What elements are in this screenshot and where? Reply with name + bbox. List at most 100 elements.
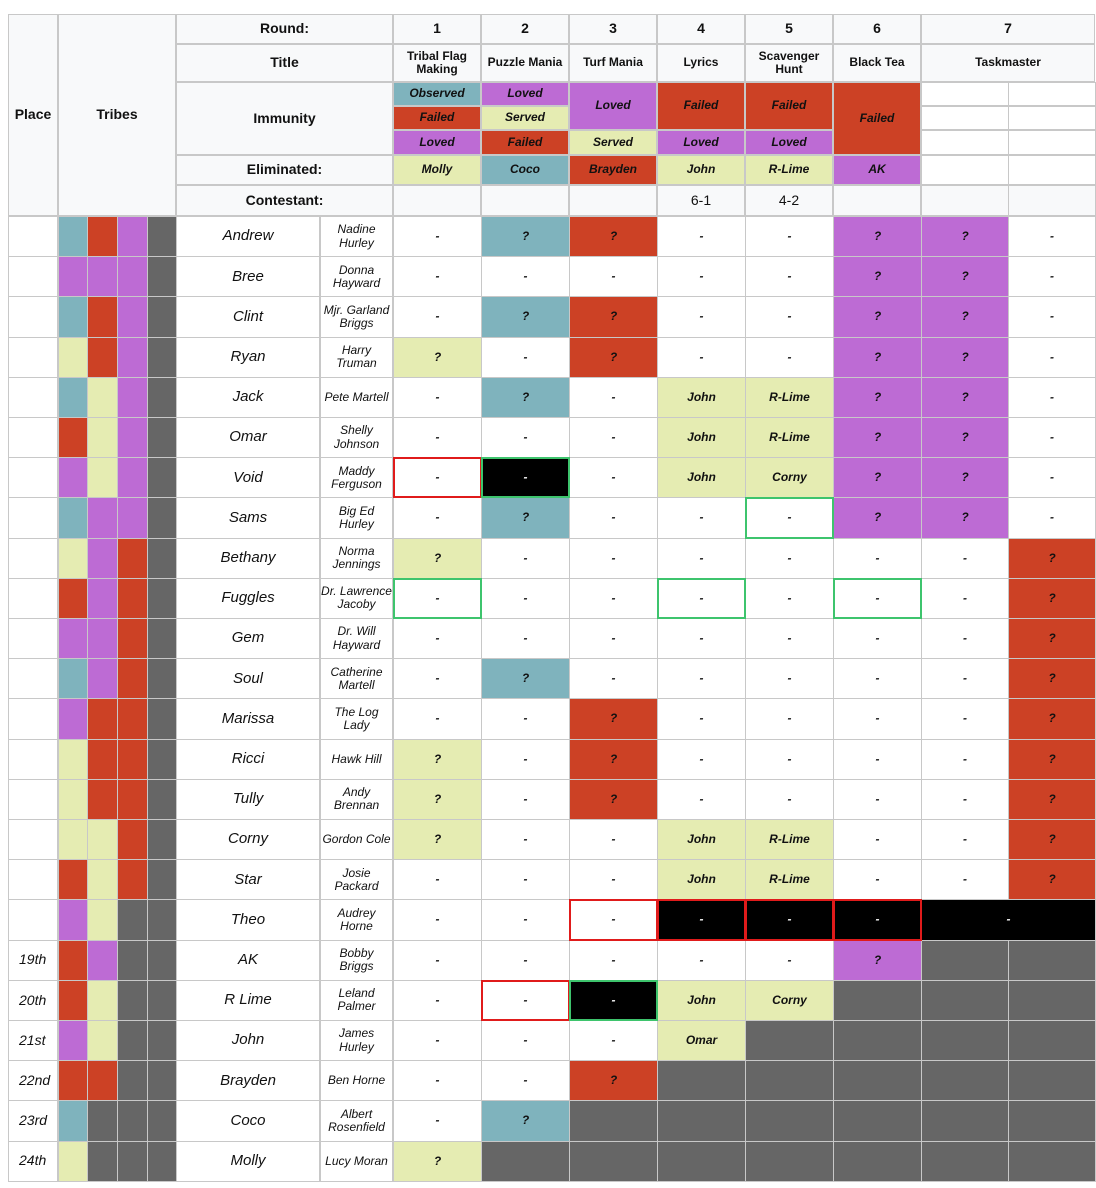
round-cell: - (481, 819, 570, 861)
round-cell: - (393, 698, 482, 740)
round-cell: ? (1008, 577, 1096, 619)
tribe-swatch (147, 417, 177, 459)
tribe-swatch (58, 417, 88, 459)
tribe-swatch (58, 738, 88, 780)
tribe-swatch (87, 618, 118, 660)
real-name: Nadine Hurley (320, 216, 393, 258)
tribe-swatch (147, 979, 177, 1021)
tribe-swatch (147, 738, 177, 780)
immunity-result: Loved (657, 130, 745, 155)
tribe-swatch (147, 939, 177, 981)
immunity-result: Failed (393, 106, 481, 130)
contestant-name: John (176, 1020, 320, 1062)
tribe-swatch (58, 819, 88, 861)
round-cell: - (921, 819, 1009, 861)
tribes-header: Tribes (58, 14, 176, 216)
tribe-swatch (58, 618, 88, 660)
round-cell: - (481, 899, 570, 941)
tribe-swatch (58, 859, 88, 901)
tribe-swatch (58, 336, 88, 378)
round-number: 6 (833, 14, 921, 44)
round-cell: - (569, 618, 658, 660)
immunity-result: Loved (393, 130, 481, 155)
round-cell: - (481, 1020, 570, 1062)
immunity-result: Loved (745, 130, 833, 155)
round-cell (1008, 1020, 1096, 1062)
eliminated: R-Lime (745, 155, 833, 185)
round-cell (745, 1060, 834, 1102)
place: 21st (8, 1020, 58, 1062)
round-cell: - (569, 497, 658, 539)
tribe-swatch (147, 658, 177, 700)
round-cell: ? (833, 939, 922, 981)
round-cell: - (921, 618, 1009, 660)
real-name: Mjr. Garland Briggs (320, 296, 393, 338)
contestant-name: Clint (176, 296, 320, 338)
tribe-swatch (58, 1100, 88, 1142)
round-number: 5 (745, 14, 833, 44)
tribe-swatch (87, 216, 118, 258)
round-cell: - (1008, 457, 1096, 499)
round-cell: ? (393, 778, 482, 820)
round-cell: - (1008, 296, 1096, 338)
place (8, 577, 58, 619)
tribe-swatch (117, 618, 148, 660)
real-name: Hawk Hill (320, 738, 393, 780)
round-cell (657, 1060, 746, 1102)
round-cell: - (393, 577, 482, 619)
tribe-swatch (58, 296, 88, 338)
round-cell: - (745, 899, 834, 941)
contestant-name: Ryan (176, 336, 320, 378)
tribe-swatch (147, 376, 177, 418)
tribe-swatch (117, 738, 148, 780)
tribe-swatch (147, 216, 177, 258)
round-cell (657, 1140, 746, 1182)
tribe-swatch (87, 296, 118, 338)
round-cell: - (745, 296, 834, 338)
round-cell: - (657, 778, 746, 820)
round-cell: ? (1008, 819, 1096, 861)
round-number: 3 (569, 14, 657, 44)
round-cell (1008, 1140, 1096, 1182)
tribe-swatch (117, 979, 148, 1021)
tribe-swatch (117, 899, 148, 941)
eliminated: Coco (481, 155, 569, 185)
place (8, 336, 58, 378)
round-cell: - (833, 698, 922, 740)
contestant-vote (569, 185, 657, 216)
tribe-swatch (58, 577, 88, 619)
empty-cell (1008, 82, 1096, 106)
round-number: 4 (657, 14, 745, 44)
round-number: 2 (481, 14, 569, 44)
round-cell (745, 1020, 834, 1062)
contestant-name: Star (176, 859, 320, 901)
round-cell: - (569, 256, 658, 298)
tribe-swatch (87, 256, 118, 298)
round-cell (921, 1140, 1009, 1182)
tribe-swatch (58, 778, 88, 820)
round-cell (921, 1100, 1009, 1142)
round-cell: - (481, 939, 570, 981)
tribe-swatch (87, 336, 118, 378)
round-cell: John (657, 859, 746, 901)
tribe-swatch (58, 497, 88, 539)
round-cell: - (921, 698, 1009, 740)
contestant-name: Tully (176, 778, 320, 820)
round-cell: ? (1008, 698, 1096, 740)
place: 22nd (8, 1060, 58, 1102)
round-cell: - (657, 738, 746, 780)
round-title: Lyrics (657, 44, 745, 82)
round-cell: - (657, 658, 746, 700)
round-cell: - (569, 537, 658, 579)
round-cell: - (481, 738, 570, 780)
contestant-name: R Lime (176, 979, 320, 1021)
round-cell: ? (569, 336, 658, 378)
round-cell (833, 1060, 922, 1102)
place-header: Place (8, 14, 58, 216)
tribe-swatch (117, 1140, 148, 1182)
row-label: Immunity (176, 82, 393, 155)
round-cell: ? (921, 497, 1009, 539)
tribe-swatch (147, 296, 177, 338)
round-cell: - (833, 618, 922, 660)
tribe-swatch (117, 778, 148, 820)
